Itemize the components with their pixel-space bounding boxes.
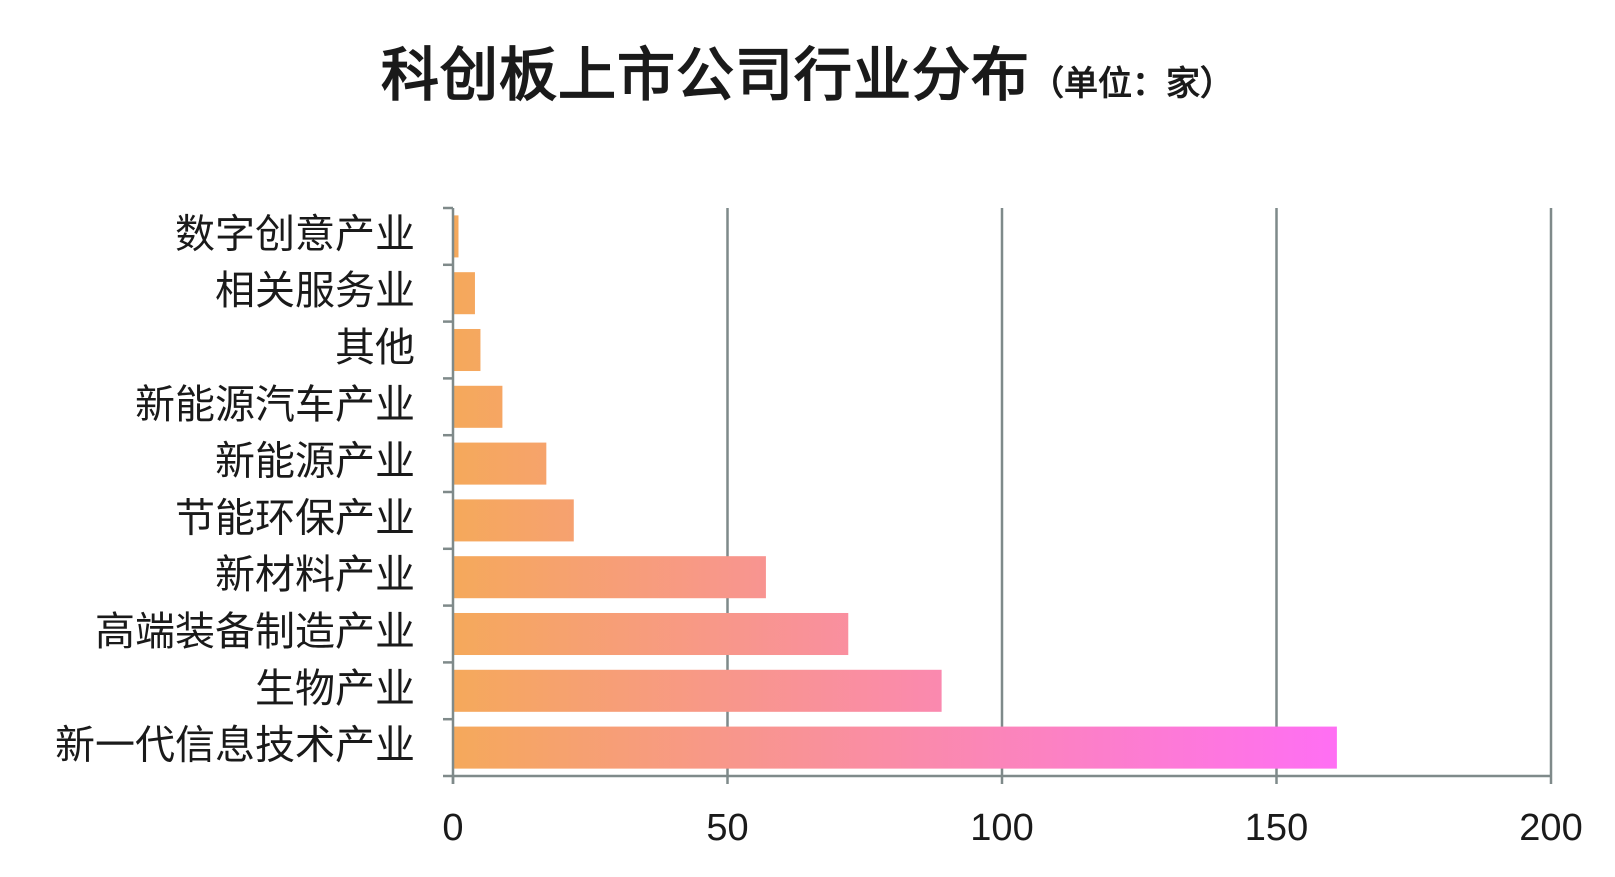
bar-6 <box>453 385 503 428</box>
category-labels: 新一代信息技术产业 生物产业 高端装备制造产业 新材料产业 节能环保产业 新能源产业 新能源… <box>55 211 415 768</box>
x-tick-label-50: 50 <box>706 807 748 849</box>
bar-7 <box>453 328 481 372</box>
bar-8 <box>453 272 475 315</box>
bar-2 <box>453 612 849 656</box>
bar-1 <box>453 669 942 712</box>
x-tick-label-100: 100 <box>970 807 1033 849</box>
tick-labels: 0 50 100 150 200 <box>442 807 1582 849</box>
axes <box>443 206 1553 784</box>
category-label-5: 新能源产业 <box>215 439 415 485</box>
bar-0 <box>453 726 1337 769</box>
bar-3 <box>453 556 766 599</box>
bar-5 <box>453 442 547 485</box>
category-label-3: 新材料产业 <box>215 552 415 598</box>
category-label-4: 节能环保产业 <box>175 495 415 541</box>
category-label-7: 其他 <box>335 325 415 371</box>
category-label-0: 新一代信息技术产业 <box>55 723 415 769</box>
x-tick-label-150: 150 <box>1245 807 1308 849</box>
category-label-2: 高端装备制造产业 <box>95 609 415 655</box>
chart-title: 科创板上市公司行业分布（单位：家） <box>0 28 1615 112</box>
category-label-8: 相关服务业 <box>215 268 415 314</box>
bar-9 <box>453 215 459 258</box>
category-label-9: 数字创意产业 <box>175 211 415 257</box>
category-label-6: 新能源汽车产业 <box>135 382 415 428</box>
bar-4 <box>453 499 574 542</box>
chart-title-unit: （单位：家） <box>1030 64 1234 104</box>
category-label-1: 生物产业 <box>255 666 415 712</box>
bars <box>453 215 1337 769</box>
x-tick-label-0: 0 <box>442 807 463 849</box>
chart-title-main: 科创板上市公司行业分布 <box>380 41 1030 109</box>
x-tick-label-200: 200 <box>1519 807 1582 849</box>
